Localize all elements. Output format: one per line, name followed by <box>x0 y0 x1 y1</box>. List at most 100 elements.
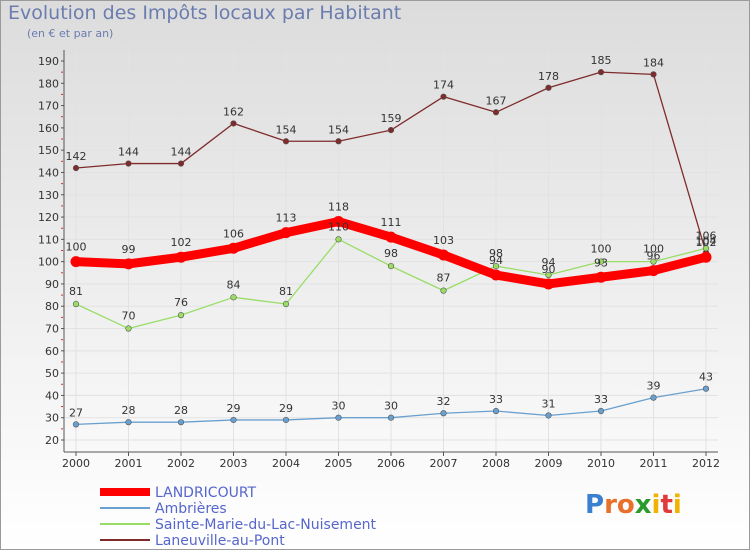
data-label: 33 <box>489 393 503 406</box>
data-label: 98 <box>384 247 398 260</box>
data-point <box>335 414 342 421</box>
data-point <box>543 278 554 290</box>
data-label: 90 <box>542 263 556 276</box>
data-point <box>230 120 237 127</box>
legend-label-laneuville: Laneuville-au-Pont <box>155 533 285 549</box>
data-point <box>650 71 657 78</box>
data-point <box>648 265 659 277</box>
data-label: 33 <box>594 393 608 406</box>
data-point <box>595 271 607 283</box>
data-point <box>230 294 237 301</box>
data-point <box>440 410 447 417</box>
data-point <box>387 127 395 134</box>
data-point <box>545 84 552 91</box>
data-label: 102 <box>171 236 192 249</box>
data-point <box>125 325 132 332</box>
y-tick-label: 30 <box>45 412 59 425</box>
data-label: 103 <box>433 234 454 247</box>
logo-letter: o <box>616 490 635 520</box>
data-label: 100 <box>591 243 612 256</box>
y-tick-label: 140 <box>38 166 59 179</box>
x-tick-label: 2011 <box>640 457 668 470</box>
data-point <box>387 414 395 421</box>
data-label: 106 <box>696 229 717 242</box>
x-tick-label: 2008 <box>482 457 510 470</box>
data-point <box>702 245 710 252</box>
data-point <box>177 419 185 426</box>
x-tick-label: 2009 <box>535 457 563 470</box>
data-label: 111 <box>381 216 402 229</box>
logo-letter: i <box>651 490 661 520</box>
data-label: 154 <box>276 123 297 136</box>
data-point <box>177 312 185 319</box>
chart-title: Evolution des Impôts locaux par Habitant <box>8 2 402 24</box>
data-label: 104 <box>696 235 717 248</box>
data-point <box>387 263 395 270</box>
data-label: 93 <box>594 256 608 269</box>
logo-letter: P <box>585 490 605 520</box>
logo-letter: i <box>672 490 682 520</box>
data-label: 30 <box>384 400 398 413</box>
data-point <box>650 394 657 401</box>
y-tick-label: 190 <box>38 55 59 68</box>
data-label: 30 <box>332 400 346 413</box>
x-tick-label: 2010 <box>587 457 615 470</box>
x-tick-label: 2012 <box>692 457 720 470</box>
data-label: 154 <box>328 123 349 136</box>
y-tick-label: 170 <box>38 100 59 113</box>
x-tick-label: 2000 <box>62 457 90 470</box>
legend-label-sainte: Sainte-Marie-du-Lac-Nuisement <box>155 517 377 533</box>
data-label: 31 <box>542 397 556 410</box>
data-label: 184 <box>643 56 664 69</box>
data-point <box>177 160 185 167</box>
data-point <box>282 300 290 308</box>
data-label: 185 <box>591 54 612 67</box>
data-point <box>333 216 344 228</box>
data-label: 144 <box>171 146 192 159</box>
data-point <box>385 231 397 243</box>
data-label: 98 <box>489 247 503 260</box>
data-label: 84 <box>227 278 241 291</box>
data-point <box>545 271 552 279</box>
data-label: 39 <box>647 380 661 393</box>
data-label: 162 <box>223 105 244 118</box>
x-tick-label: 2007 <box>430 457 458 470</box>
data-point <box>702 385 710 392</box>
y-tick-label: 40 <box>45 389 59 402</box>
data-label: 159 <box>381 112 402 125</box>
x-tick-label: 2006 <box>377 457 405 470</box>
data-point <box>438 249 449 261</box>
data-point <box>125 419 132 426</box>
data-label: 174 <box>433 79 454 92</box>
data-point <box>440 93 447 100</box>
y-tick-label: 90 <box>45 278 59 291</box>
data-point <box>70 256 82 268</box>
data-point <box>282 138 290 145</box>
data-label: 110 <box>328 220 349 233</box>
data-label: 142 <box>66 150 87 163</box>
data-label: 29 <box>227 402 241 415</box>
data-point <box>490 269 502 281</box>
data-label: 28 <box>174 404 188 417</box>
data-label: 100 <box>643 243 664 256</box>
data-point <box>72 421 80 428</box>
data-label: 94 <box>542 256 556 269</box>
y-tick-label: 130 <box>38 189 59 202</box>
data-label: 167 <box>486 94 507 107</box>
data-point <box>650 258 657 265</box>
data-label: 96 <box>647 250 661 263</box>
y-tick-label: 150 <box>38 144 59 157</box>
y-tick-label: 180 <box>38 77 59 90</box>
y-tick-label: 120 <box>38 211 59 224</box>
data-point <box>175 251 187 263</box>
y-tick-label: 60 <box>45 345 59 358</box>
y-tick-label: 70 <box>45 323 59 336</box>
data-point <box>597 407 605 415</box>
data-label: 81 <box>279 285 293 298</box>
data-point <box>492 109 500 116</box>
data-label: 102 <box>696 236 717 249</box>
legend-label-ambrieres: Ambrières <box>155 501 227 517</box>
data-label: 100 <box>66 241 87 254</box>
data-point <box>492 407 500 415</box>
